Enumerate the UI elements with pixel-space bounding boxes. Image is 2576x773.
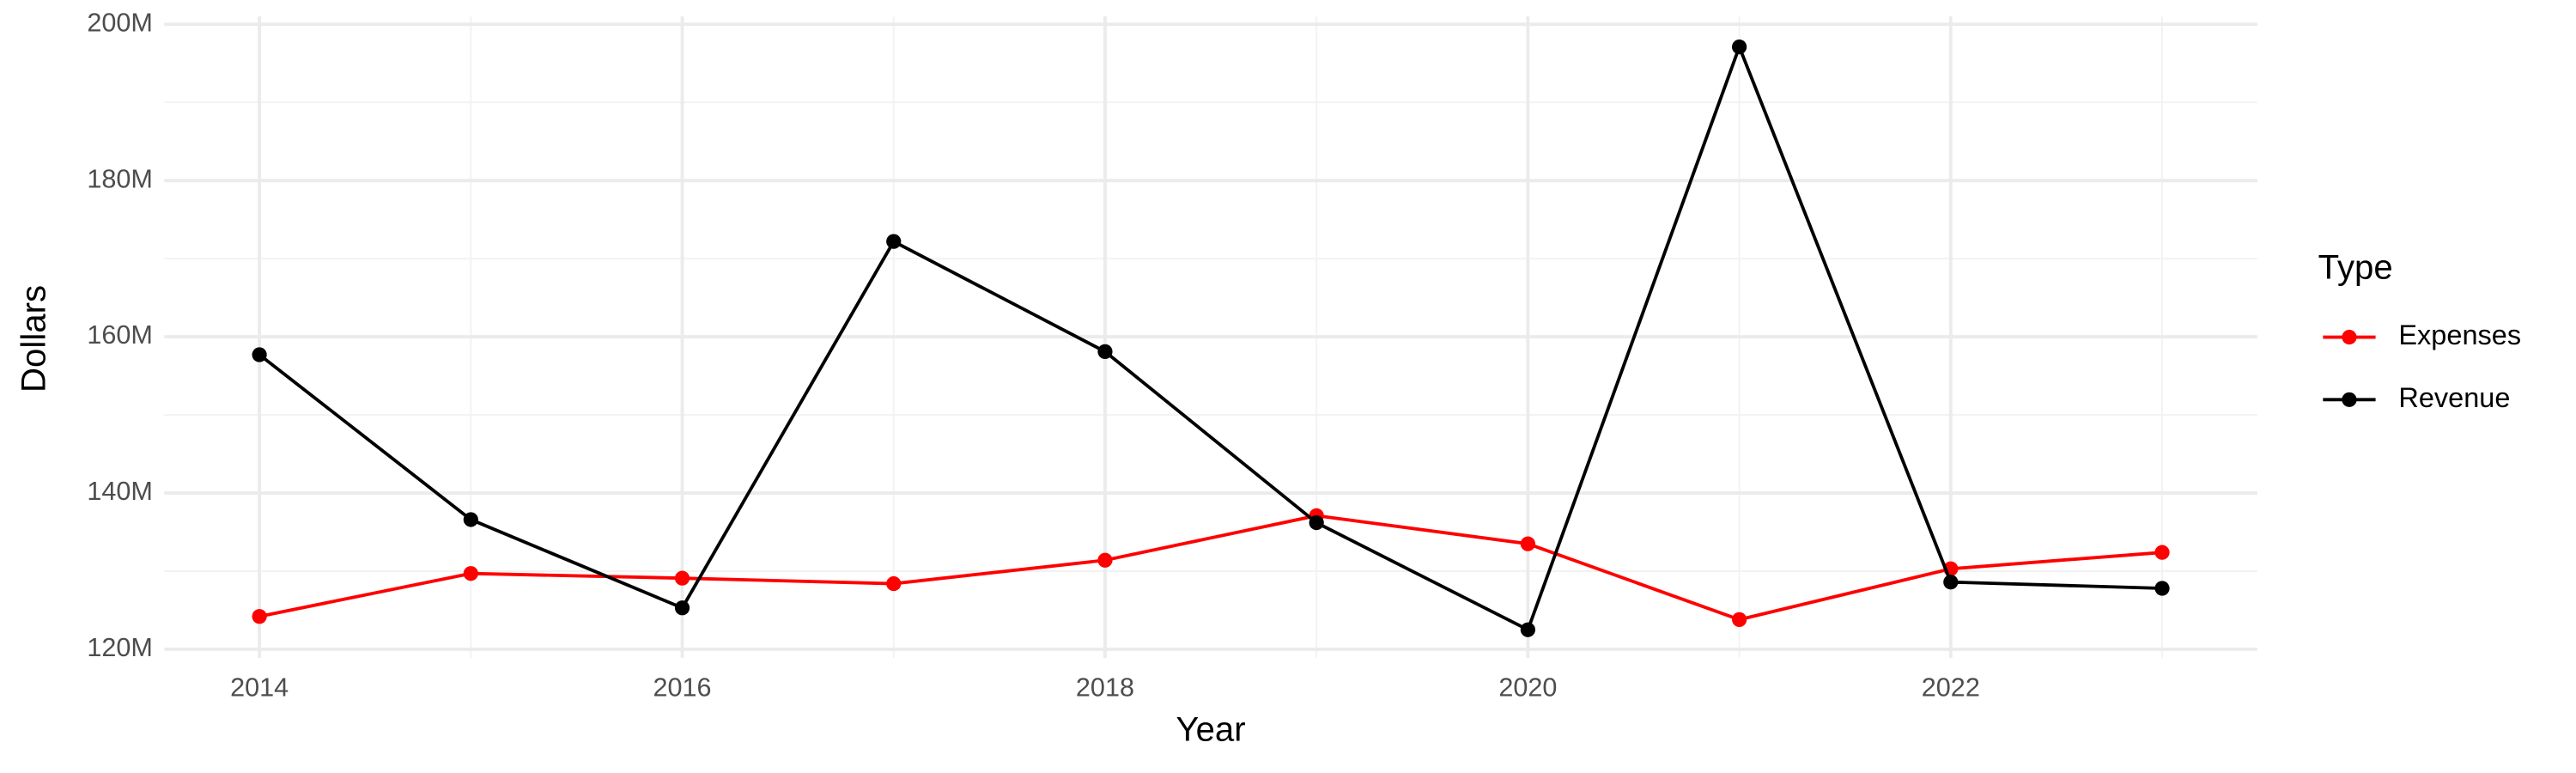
data-point (1520, 622, 1536, 637)
data-point (252, 609, 267, 624)
data-point (252, 347, 267, 362)
data-point (886, 575, 902, 592)
data-point (463, 566, 478, 581)
legend-label: Expenses (2398, 320, 2521, 350)
series-line (258, 514, 2163, 622)
legend-label: Revenue (2398, 382, 2510, 413)
data-point (1943, 575, 1959, 590)
data-point (2154, 581, 2170, 596)
x-tick-label: 2022 (1922, 673, 1980, 702)
x-axis-title: Year (1176, 710, 1245, 749)
data-point (463, 512, 478, 527)
legend-title: Type (2318, 248, 2393, 287)
y-axis-title: Dollars (15, 285, 53, 393)
y-tick-label: 200M (87, 8, 153, 37)
data-point (1731, 612, 1747, 628)
y-tick-label: 140M (87, 477, 153, 506)
legend-key-point (2342, 329, 2357, 345)
data-point (674, 570, 690, 586)
data-point (1520, 536, 1536, 551)
x-tick-label: 2014 (230, 673, 289, 702)
data-point (674, 600, 690, 616)
x-tick-label: 2018 (1076, 673, 1134, 702)
data-point (1731, 40, 1747, 55)
data-point (1097, 344, 1113, 359)
data-point (1309, 514, 1324, 531)
series-line (258, 42, 2163, 632)
y-tick-label: 120M (87, 633, 153, 662)
data-point (1097, 552, 1113, 568)
y-tick-label: 180M (87, 164, 153, 193)
data-point (886, 234, 902, 249)
x-tick-label: 2020 (1498, 673, 1557, 702)
y-tick-label: 160M (87, 320, 153, 350)
data-point (2154, 545, 2170, 560)
x-tick-label: 2016 (653, 673, 712, 702)
legend-key-point (2342, 392, 2357, 407)
